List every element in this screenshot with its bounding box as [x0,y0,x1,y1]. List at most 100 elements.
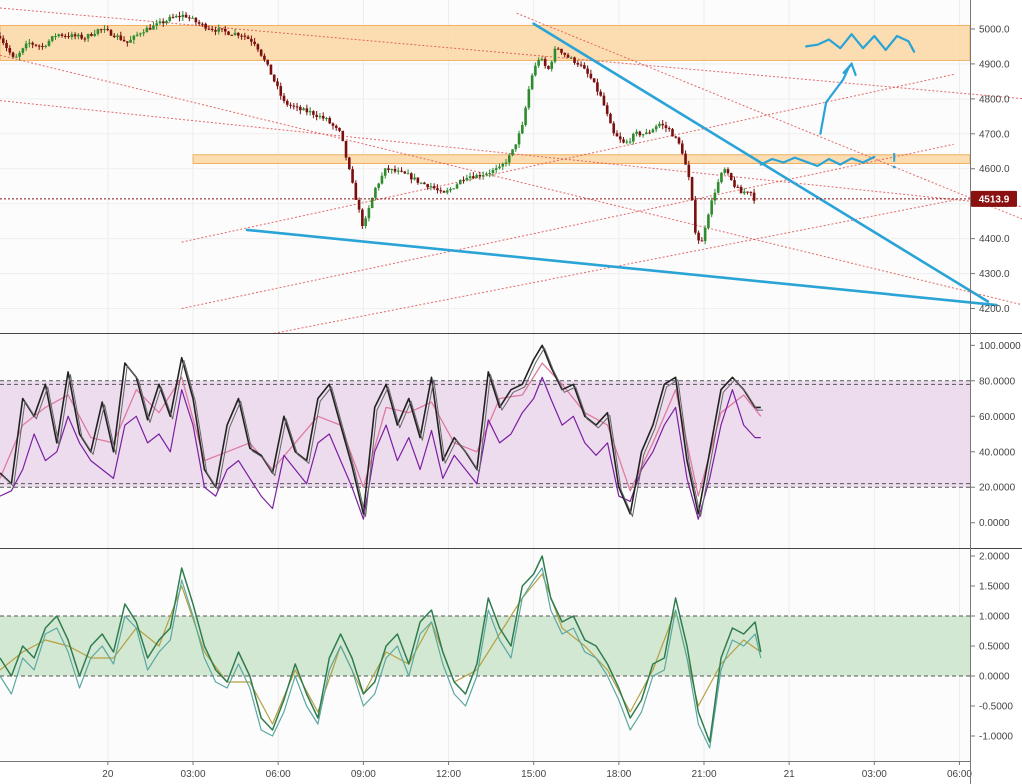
candle-body [165,20,168,24]
time-axis[interactable]: 20 03:00 06:00 09:00 12:00 15:00 18:00 21:00 21 0… [0,761,972,780]
price-tick-label: 4800.0 [979,94,1010,105]
candle-body [168,16,172,21]
candle-body [197,22,201,24]
stochastic-tick-label: 80.0000 [979,376,1016,387]
stochastic-pane[interactable]: 100.0000 80.0000 60.0000 40.0000 20.0000 0.00… [0,334,1021,548]
oscillator-tick-label: 0.5000 [979,642,1010,653]
candle-body [230,34,234,36]
candle-body [5,42,8,49]
stochastic-tick-label: 40.0000 [979,447,1016,458]
annotation-projected-target [805,33,916,53]
candle-body [63,35,67,37]
zone-resistance [0,24,971,61]
oscillator-tick-label: 1.5000 [979,582,1010,593]
candle-body [635,131,638,134]
candle-body [419,182,423,184]
candle-body [188,17,191,19]
candle-body [276,81,279,87]
candle-body [50,36,54,41]
candle-body [602,95,606,106]
candle-body [334,125,338,128]
candle-body [749,191,753,193]
candle-body [246,36,250,39]
channel-line [0,7,1022,100]
candle-body [733,180,736,187]
candle-body [752,192,756,201]
candle-body [746,191,749,193]
candle-body [328,117,332,124]
price-tag-box [971,190,1017,207]
candle-body [517,133,521,145]
trendline-lower [245,228,998,307]
candle-body [720,172,723,183]
candle-body [217,28,221,32]
price-pane[interactable]: 5000.04900.04800.04700.04600.04500.04400… [0,0,1022,337]
candle-body [220,28,224,30]
price-zones [0,24,971,165]
candle-body [47,40,51,46]
candle-body [380,175,384,184]
candle-body [530,75,534,90]
candle-body [237,32,240,36]
candle-body [504,162,508,164]
price-tick-label: 4200.0 [979,304,1010,315]
candle-body [302,108,305,111]
candle-body [553,48,557,62]
candle-body [416,177,420,183]
price-tick-label: 4900.0 [979,59,1010,70]
candle-body [299,106,302,111]
price-tick-label: 4300.0 [979,269,1010,280]
candle-body [142,32,145,34]
candle-body [374,187,377,198]
candle-body [713,192,717,201]
candle-body [583,65,586,69]
candle-body [403,171,407,174]
candle-body [106,28,110,31]
time-tick-label: 03:00 [862,769,887,780]
oscillator-lines [0,555,762,749]
price-tag-label: 4513.9 [979,194,1010,205]
price-tick-label: 5000.0 [979,24,1010,35]
candle-body [547,65,550,69]
candle-body [667,128,671,130]
candle-body [250,38,253,42]
candle-body [318,115,322,117]
candle-body [566,54,570,58]
candle-body [449,188,452,191]
candle-body [308,111,312,113]
candle-body [145,27,149,33]
candle-body [11,52,15,57]
candle-body [272,74,276,82]
candle-body [122,39,126,42]
candle-body [507,155,511,163]
candle-body [638,131,642,136]
channel-line [516,12,1022,220]
channel-line [181,143,954,310]
candle-body [152,25,155,30]
candle-body [726,169,730,174]
candle-body [537,59,540,66]
candle-body [21,48,25,53]
candle-body [641,134,645,136]
candle-body [18,52,21,57]
candle-body [77,34,80,37]
candle-body [622,139,625,143]
candle-body [207,28,211,30]
stochastic-tick-label: 60.0000 [979,412,1016,423]
candle-body [377,183,380,188]
candle-body [174,15,178,18]
candle-body [632,133,635,142]
candle-body [703,227,707,242]
candle-body [684,153,687,165]
candle-body [432,186,436,189]
candle-body [158,21,162,24]
oscillator-pane[interactable]: 2.0000 1.5000 1.0000 0.5000 0.0000 -0.5000 -1.… [0,549,1013,761]
candle-body [184,14,188,18]
candle-body [707,214,710,228]
candle-body [315,114,318,117]
candle-body [15,56,18,58]
candle-body [664,125,668,129]
candle-body [103,28,106,30]
candle-body [266,59,269,65]
candle-body [599,91,602,96]
